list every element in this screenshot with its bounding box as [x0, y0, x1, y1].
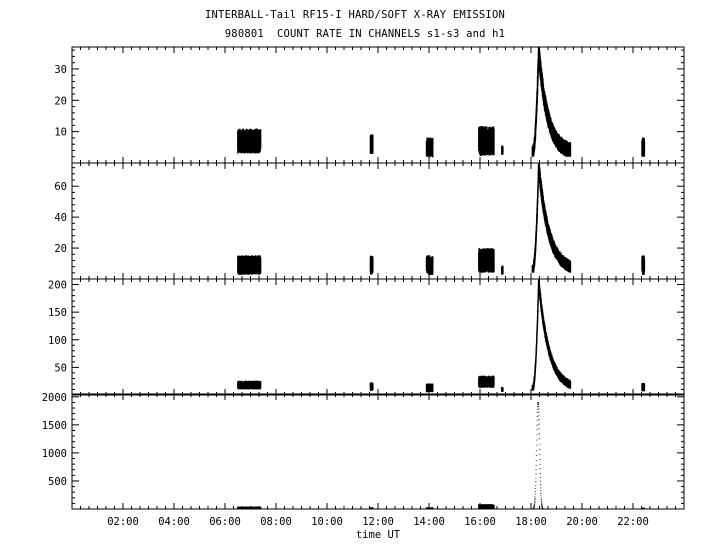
y-tick-label: 500: [48, 476, 67, 488]
series-s2-segment: [501, 265, 504, 275]
series-s3-segment: [237, 380, 262, 390]
series-s3-segment: [369, 382, 374, 392]
series-s1-segment: [531, 47, 572, 157]
y-tick-label: 20: [54, 243, 67, 255]
x-axis-label: time UT: [356, 529, 401, 541]
y-tick-label: 40: [54, 212, 67, 224]
y-tick-label: 10: [54, 127, 67, 139]
series-s2-segment: [478, 248, 495, 273]
series-s3-segment: [501, 386, 504, 392]
y-tick-label: 2000: [42, 392, 67, 404]
x-tick-label: 12:00: [362, 516, 394, 528]
y-tick-label: 100: [48, 335, 67, 347]
series-h1-segment: [478, 504, 495, 509]
x-tick-label: 06:00: [209, 516, 241, 528]
series-s3-segment: [641, 382, 646, 392]
panel-frame-h1: [71, 393, 685, 510]
x-tick-label: 22:00: [617, 516, 649, 528]
series-s3-segment: [478, 375, 495, 388]
series-h1-segment: [237, 506, 262, 509]
x-tick-label: 16:00: [464, 516, 496, 528]
series-s2-segment: [369, 255, 374, 275]
series-s3-segment: [531, 279, 572, 391]
panel-frame-s2: [71, 162, 685, 280]
x-tick-label: 08:00: [260, 516, 292, 528]
y-tick-label: 200: [48, 280, 67, 292]
series-s1-segment: [425, 137, 434, 158]
series-s1-segment: [501, 145, 504, 155]
y-tick-label: 1500: [42, 420, 67, 432]
x-tick-label: 18:00: [515, 516, 547, 528]
series-s2-segment: [531, 163, 572, 273]
y-tick-label: 20: [54, 95, 67, 107]
x-tick-label: 14:00: [413, 516, 445, 528]
x-tick-label: 10:00: [311, 516, 343, 528]
series-h1-segment: [531, 402, 572, 509]
series-h1-segment: [369, 507, 374, 509]
y-tick-label: 150: [48, 307, 67, 319]
panel-frame-s3: [71, 278, 685, 396]
series-s3-segment: [425, 383, 434, 393]
series-s1-segment: [369, 134, 374, 155]
series-s2-segment: [425, 255, 434, 275]
x-tick-label: 04:00: [158, 516, 190, 528]
series-s2-segment: [641, 255, 646, 275]
y-tick-label: 1000: [42, 448, 67, 460]
chart-subtitle: 980801 COUNT RATE IN CHANNELS s1-s3 and …: [224, 28, 506, 40]
panel-frame-s1: [71, 46, 685, 164]
y-tick-label: 60: [54, 181, 67, 193]
x-tick-label: 02:00: [107, 516, 139, 528]
series-h1-segment: [641, 507, 646, 509]
series-s1-segment: [237, 128, 262, 154]
chart-title: INTERBALL-Tail RF15-I HARD/SOFT X-RAY EM…: [205, 9, 505, 21]
x-tick-label: 20:00: [566, 516, 598, 528]
series-s2-segment: [237, 255, 262, 275]
y-tick-label: 50: [54, 362, 67, 374]
series-s1-segment: [478, 126, 495, 157]
series-s1-segment: [641, 137, 646, 157]
y-tick-label: 30: [54, 64, 67, 76]
series-h1-segment: [425, 507, 434, 509]
